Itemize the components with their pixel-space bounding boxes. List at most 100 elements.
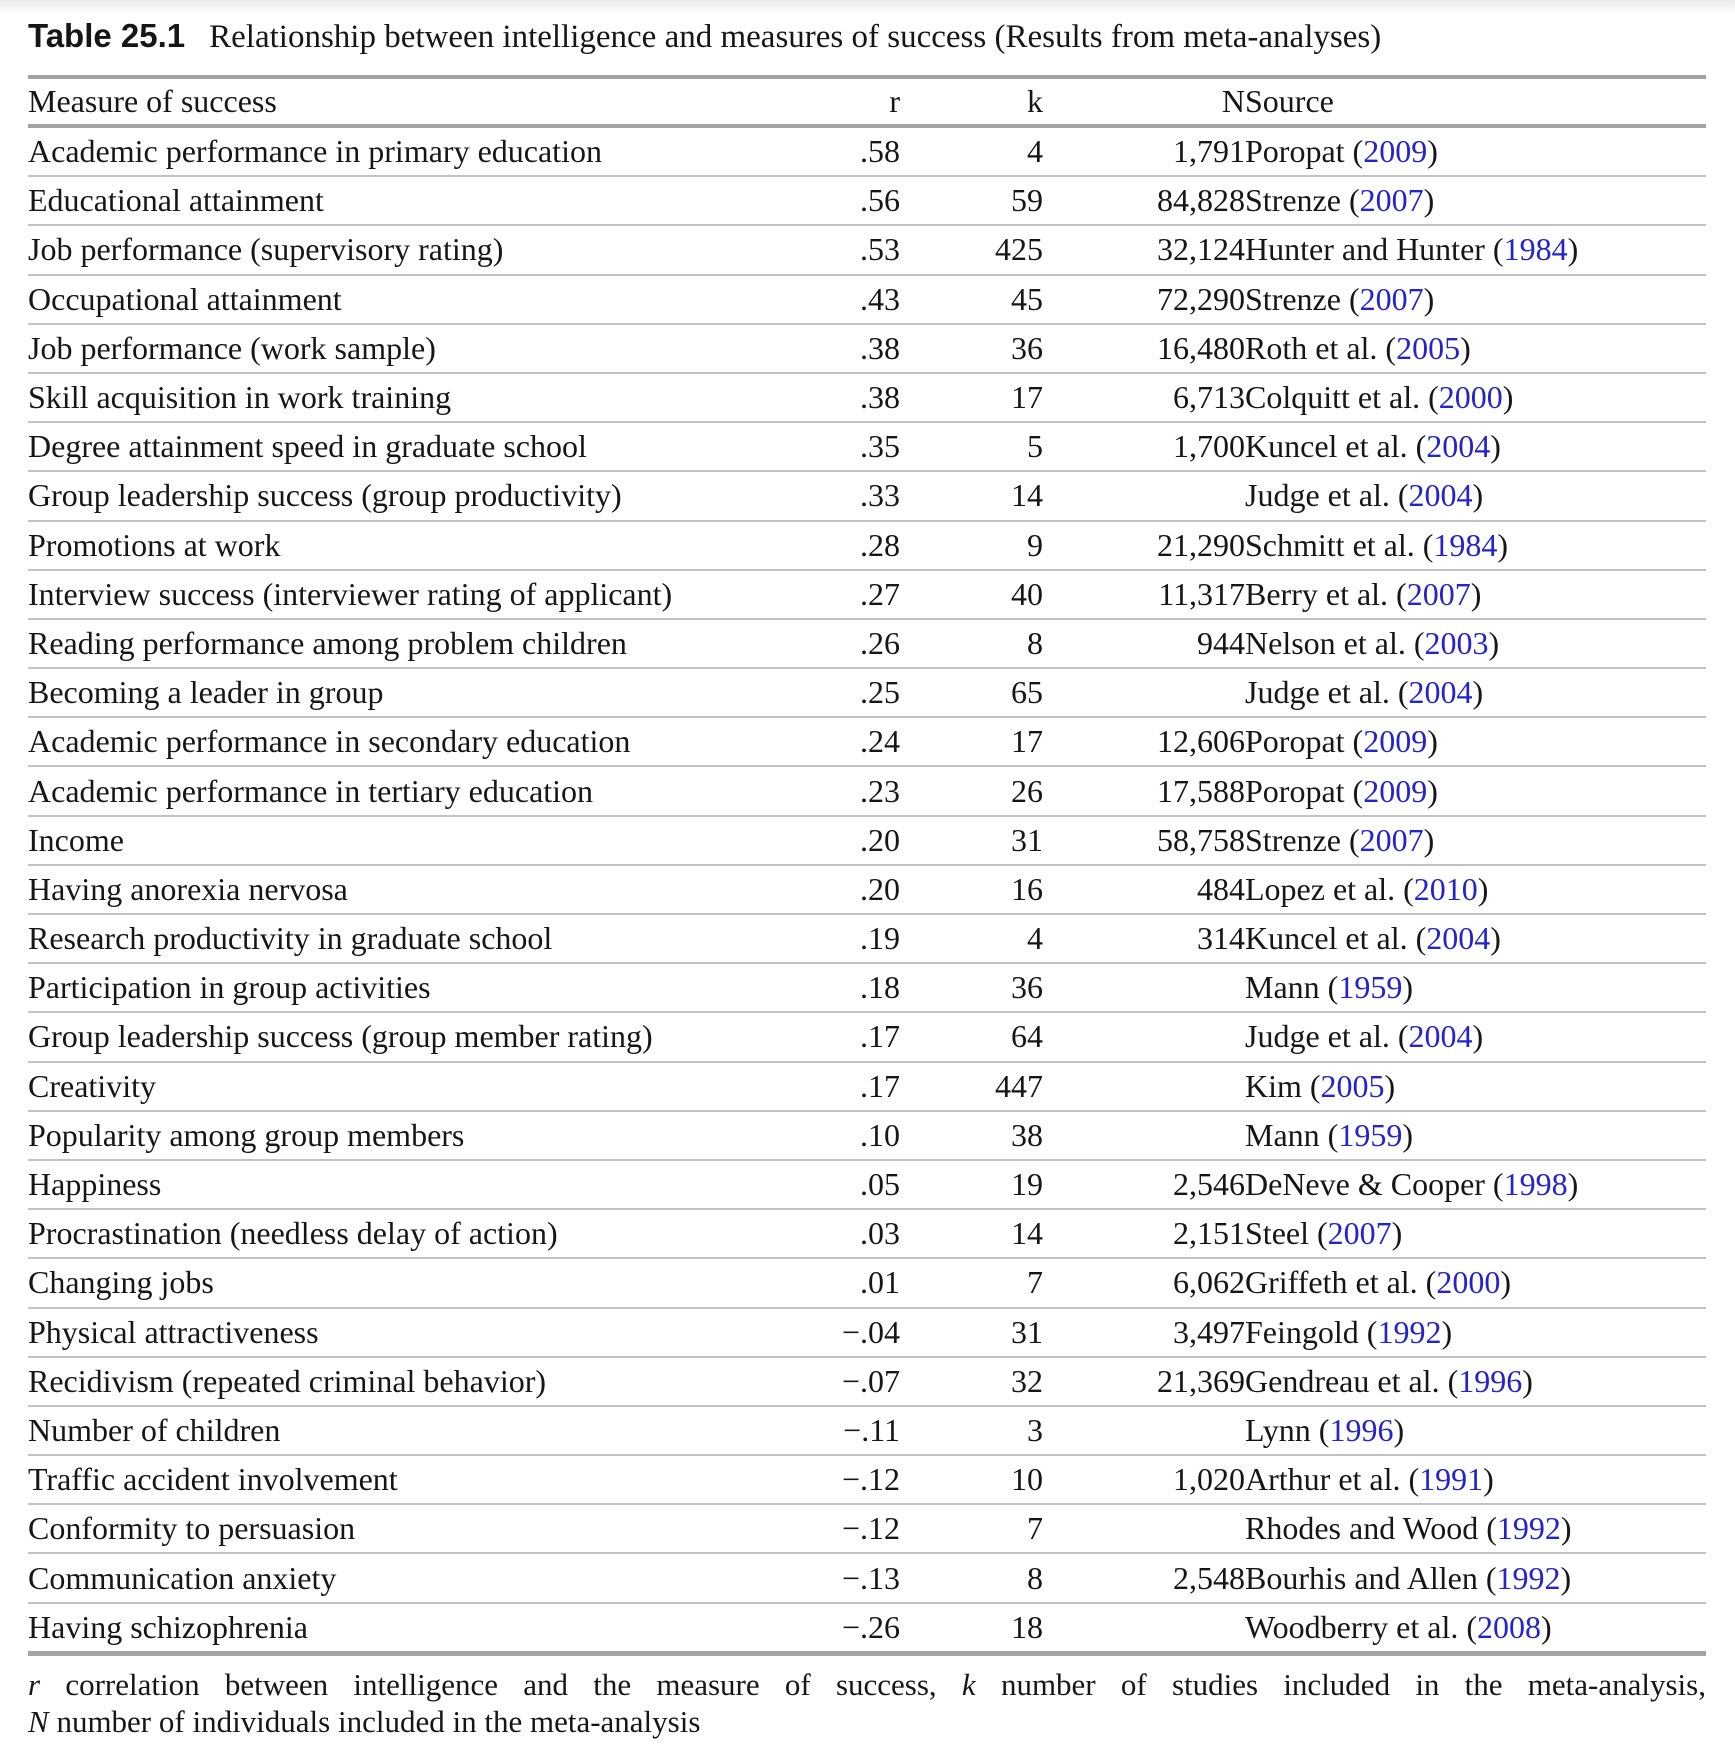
source-year-link[interactable]: 2004 <box>1426 920 1491 957</box>
source-year-link[interactable]: 2004 <box>1408 1018 1473 1055</box>
source-author: Schmitt et al. ( <box>1245 526 1434 563</box>
n-value-cell: 21,369 <box>1043 1356 1245 1407</box>
source-year-link[interactable]: 2000 <box>1438 379 1503 416</box>
source-cell: Poropat (2009) <box>1245 766 1706 817</box>
table-row: Research productivity in graduate school… <box>28 914 1706 965</box>
source-author: Lynn ( <box>1245 1411 1330 1448</box>
source-year-link[interactable]: 2009 <box>1363 772 1428 809</box>
source-cell: Roth et al. (2005) <box>1245 323 1706 374</box>
table-row: Interview success (interviewer rating of… <box>28 569 1706 620</box>
footnote-line-1: r correlation between intelligence and t… <box>28 1666 1706 1703</box>
table-row: Educational attainment .56 59 84,828 Strenze… <box>28 176 1706 227</box>
source-cell: Schmitt et al. (1984) <box>1245 520 1706 571</box>
source-paren-close: ) <box>1423 182 1435 219</box>
measure-cell: Happiness <box>28 1159 708 1211</box>
measure-cell: Job performance (supervisory rating) <box>28 225 708 276</box>
source-paren-close: ) <box>1483 1461 1494 1498</box>
source-cell: Arthur et al. (1991) <box>1245 1455 1706 1506</box>
source-year-link[interactable]: 2007 <box>1359 280 1424 317</box>
source-year-link[interactable]: 2010 <box>1413 870 1478 907</box>
r-value-cell: .35 <box>708 422 900 473</box>
source-year-link[interactable]: 2003 <box>1424 624 1489 661</box>
r-value-cell: .20 <box>708 864 900 916</box>
source-year-link[interactable]: 1992 <box>1377 1313 1442 1350</box>
r-value-cell: .27 <box>708 569 900 620</box>
k-value-cell: 8 <box>900 1553 1043 1604</box>
source-year-link[interactable]: 1996 <box>1329 1411 1394 1448</box>
k-value-cell: 9 <box>900 520 1043 571</box>
source-year-link[interactable]: 2007 <box>1359 182 1424 219</box>
r-value-cell: −.11 <box>708 1405 900 1457</box>
source-year-link[interactable]: 2004 <box>1426 428 1491 465</box>
source-year-link[interactable]: 2009 <box>1363 133 1428 170</box>
source-year-link[interactable]: 1992 <box>1496 1510 1561 1547</box>
r-value-cell: −.26 <box>708 1602 900 1655</box>
source-year-link[interactable]: 1959 <box>1338 969 1403 1006</box>
n-value-cell: 3,497 <box>1043 1307 1245 1358</box>
r-value-cell: −.04 <box>708 1307 900 1358</box>
source-paren-close: ) <box>1497 526 1509 563</box>
measure-cell: Group leadership success (group producti… <box>28 471 708 522</box>
source-author: Arthur et al. ( <box>1245 1461 1420 1498</box>
measure-cell: Promotions at work <box>28 520 708 571</box>
source-year-link[interactable]: 2005 <box>1320 1067 1385 1104</box>
measure-cell: Academic performance in tertiary educati… <box>28 766 708 817</box>
source-year-link[interactable]: 1996 <box>1458 1362 1523 1399</box>
r-value-cell: .56 <box>708 176 900 227</box>
source-year-link[interactable]: 2009 <box>1363 723 1428 760</box>
source-author: Poropat ( <box>1245 772 1364 809</box>
statistic-symbol: k <box>961 1667 976 1702</box>
source-author: Hunter and Hunter ( <box>1245 231 1504 268</box>
source-year-link[interactable]: 1959 <box>1338 1116 1403 1153</box>
source-paren-close: ) <box>1541 1608 1552 1645</box>
source-paren-close: ) <box>1567 231 1579 268</box>
table-row: Conformity to persuasion −.12 7 Rhodes and … <box>28 1504 1706 1555</box>
table-row: Popularity among group members .10 38 Mann … <box>28 1110 1706 1161</box>
source-paren-close: ) <box>1402 969 1413 1006</box>
source-paren-close: ) <box>1472 1018 1484 1055</box>
measure-cell: Group leadership success (group member r… <box>28 1012 708 1063</box>
n-value-cell <box>1043 668 1245 719</box>
r-value-cell: .25 <box>708 668 900 719</box>
source-paren-close: ) <box>1488 624 1500 661</box>
r-value-cell: .33 <box>708 471 900 522</box>
table-title: Relationship between intelligence and me… <box>209 19 1382 55</box>
source-year-link[interactable]: 2004 <box>1408 477 1473 514</box>
source-year-link[interactable]: 2005 <box>1396 329 1461 366</box>
table-row: Group leadership success (group member r… <box>28 1012 1706 1063</box>
source-cell: Mann (1959) <box>1245 963 1706 1014</box>
source-year-link[interactable]: 2008 <box>1477 1608 1541 1645</box>
source-year-link[interactable]: 2007 <box>1327 1215 1392 1252</box>
source-paren-close: ) <box>1490 428 1501 465</box>
source-author: Rhodes and Wood ( <box>1245 1510 1497 1547</box>
k-value-cell: 31 <box>900 1307 1043 1358</box>
source-year-link[interactable]: 2007 <box>1359 821 1424 858</box>
measure-cell: Popularity among group members <box>28 1110 708 1161</box>
source-cell: Bourhis and Allen (1992) <box>1245 1553 1706 1604</box>
table-row: Job performance (supervisory rating) .53 4… <box>28 225 1706 276</box>
source-year-link[interactable]: 2004 <box>1408 674 1473 711</box>
source-year-link[interactable]: 1998 <box>1503 1166 1568 1203</box>
source-year-link[interactable]: 2007 <box>1406 575 1471 612</box>
n-value-cell <box>1043 1110 1245 1161</box>
n-value-cell: 21,290 <box>1043 520 1245 571</box>
measure-cell: Traffic accident involvement <box>28 1455 708 1506</box>
source-year-link[interactable]: 1984 <box>1503 231 1568 268</box>
measure-cell: Physical attractiveness <box>28 1307 708 1358</box>
source-author: Gendreau et al. ( <box>1245 1362 1459 1399</box>
source-year-link[interactable]: 1984 <box>1433 526 1498 563</box>
r-value-cell: .19 <box>708 914 900 965</box>
n-value-cell: 2,548 <box>1043 1553 1245 1604</box>
source-year-link[interactable]: 2000 <box>1436 1264 1501 1301</box>
table-row: Communication anxiety −.13 8 2,548 Bourhis a… <box>28 1553 1706 1604</box>
source-paren-close: ) <box>1427 723 1438 760</box>
r-value-cell: .05 <box>708 1159 900 1211</box>
k-value-cell: 45 <box>900 274 1043 325</box>
source-paren-close: ) <box>1393 1411 1405 1448</box>
source-year-link[interactable]: 1992 <box>1496 1559 1561 1596</box>
source-paren-close: ) <box>1423 280 1435 317</box>
source-year-link[interactable]: 1991 <box>1419 1461 1484 1498</box>
r-value-cell: .20 <box>708 815 900 866</box>
r-value-cell: .53 <box>708 225 900 276</box>
measure-cell: Occupational attainment <box>28 274 708 325</box>
